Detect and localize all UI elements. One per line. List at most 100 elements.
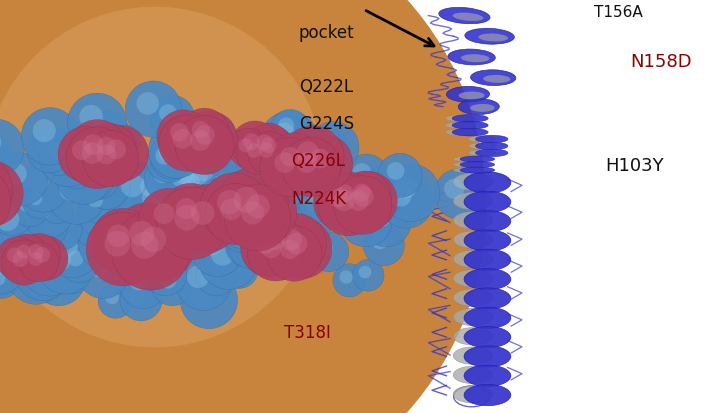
Ellipse shape bbox=[245, 176, 262, 193]
Ellipse shape bbox=[251, 177, 284, 211]
Ellipse shape bbox=[280, 229, 302, 251]
Ellipse shape bbox=[89, 230, 109, 250]
Ellipse shape bbox=[18, 226, 68, 277]
Ellipse shape bbox=[446, 130, 476, 136]
Ellipse shape bbox=[454, 347, 493, 364]
Ellipse shape bbox=[461, 55, 490, 63]
Ellipse shape bbox=[394, 176, 417, 199]
Ellipse shape bbox=[191, 202, 215, 225]
Ellipse shape bbox=[240, 220, 298, 277]
Ellipse shape bbox=[179, 109, 230, 159]
Ellipse shape bbox=[297, 142, 319, 164]
Ellipse shape bbox=[180, 172, 195, 188]
Ellipse shape bbox=[144, 254, 187, 296]
Ellipse shape bbox=[130, 166, 181, 218]
Ellipse shape bbox=[161, 156, 215, 210]
Ellipse shape bbox=[76, 163, 95, 183]
Ellipse shape bbox=[153, 195, 172, 214]
Ellipse shape bbox=[135, 214, 156, 234]
Ellipse shape bbox=[14, 244, 71, 301]
Ellipse shape bbox=[19, 258, 42, 281]
Ellipse shape bbox=[217, 194, 272, 249]
Ellipse shape bbox=[460, 157, 495, 163]
Ellipse shape bbox=[464, 307, 511, 329]
Ellipse shape bbox=[150, 96, 194, 140]
Ellipse shape bbox=[464, 327, 511, 348]
Ellipse shape bbox=[197, 139, 252, 195]
Ellipse shape bbox=[297, 176, 344, 223]
Ellipse shape bbox=[0, 257, 13, 291]
Ellipse shape bbox=[6, 235, 48, 276]
Ellipse shape bbox=[128, 202, 146, 221]
Ellipse shape bbox=[239, 173, 300, 233]
Ellipse shape bbox=[465, 29, 514, 45]
Ellipse shape bbox=[202, 123, 219, 140]
Ellipse shape bbox=[83, 218, 97, 233]
Ellipse shape bbox=[158, 145, 176, 162]
Ellipse shape bbox=[1, 240, 47, 285]
Ellipse shape bbox=[153, 165, 172, 184]
Ellipse shape bbox=[129, 221, 154, 247]
Ellipse shape bbox=[32, 198, 53, 218]
Ellipse shape bbox=[173, 130, 192, 149]
Ellipse shape bbox=[32, 120, 55, 143]
Ellipse shape bbox=[343, 155, 389, 200]
Ellipse shape bbox=[186, 175, 200, 189]
Ellipse shape bbox=[260, 138, 319, 197]
Ellipse shape bbox=[154, 189, 173, 209]
Ellipse shape bbox=[195, 126, 215, 145]
Ellipse shape bbox=[434, 169, 485, 220]
Ellipse shape bbox=[39, 128, 99, 187]
Ellipse shape bbox=[77, 246, 130, 299]
Ellipse shape bbox=[111, 183, 171, 243]
Ellipse shape bbox=[144, 156, 191, 202]
Ellipse shape bbox=[167, 187, 205, 225]
Ellipse shape bbox=[48, 166, 106, 225]
Ellipse shape bbox=[271, 123, 295, 147]
Ellipse shape bbox=[86, 173, 104, 191]
Ellipse shape bbox=[0, 191, 35, 236]
Ellipse shape bbox=[0, 0, 486, 413]
Ellipse shape bbox=[251, 209, 265, 223]
Ellipse shape bbox=[454, 251, 493, 268]
Ellipse shape bbox=[446, 87, 490, 103]
Ellipse shape bbox=[247, 225, 304, 281]
Ellipse shape bbox=[313, 173, 372, 231]
Ellipse shape bbox=[275, 211, 294, 229]
Ellipse shape bbox=[106, 140, 126, 160]
Ellipse shape bbox=[117, 206, 150, 238]
Ellipse shape bbox=[296, 135, 353, 192]
Ellipse shape bbox=[266, 232, 284, 251]
Ellipse shape bbox=[184, 128, 207, 152]
Ellipse shape bbox=[265, 214, 327, 275]
Ellipse shape bbox=[29, 193, 42, 206]
Ellipse shape bbox=[261, 239, 282, 259]
Ellipse shape bbox=[476, 136, 508, 144]
Ellipse shape bbox=[276, 178, 291, 193]
Ellipse shape bbox=[36, 136, 55, 155]
Ellipse shape bbox=[202, 170, 260, 228]
Ellipse shape bbox=[83, 135, 104, 156]
Ellipse shape bbox=[186, 207, 218, 239]
Ellipse shape bbox=[82, 143, 104, 164]
Ellipse shape bbox=[454, 157, 482, 162]
Ellipse shape bbox=[170, 124, 189, 142]
Ellipse shape bbox=[7, 248, 22, 263]
Ellipse shape bbox=[212, 181, 253, 221]
Ellipse shape bbox=[454, 163, 482, 168]
Ellipse shape bbox=[143, 177, 202, 235]
Ellipse shape bbox=[175, 116, 234, 175]
Ellipse shape bbox=[168, 196, 206, 234]
Ellipse shape bbox=[0, 170, 11, 234]
Ellipse shape bbox=[90, 218, 106, 234]
Ellipse shape bbox=[121, 203, 179, 261]
Ellipse shape bbox=[82, 210, 122, 250]
Ellipse shape bbox=[266, 133, 323, 190]
Ellipse shape bbox=[350, 205, 371, 226]
Ellipse shape bbox=[454, 173, 493, 191]
Ellipse shape bbox=[0, 200, 17, 218]
Ellipse shape bbox=[189, 210, 211, 232]
Ellipse shape bbox=[338, 191, 359, 211]
Ellipse shape bbox=[222, 139, 268, 185]
Ellipse shape bbox=[78, 164, 122, 209]
